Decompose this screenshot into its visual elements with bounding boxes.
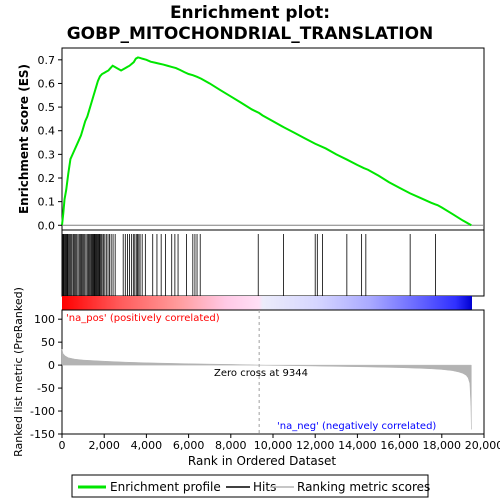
ranking-metric-area	[61, 348, 472, 430]
es-tick-label: 0.2	[38, 172, 56, 185]
x-tick-label: 6,000	[173, 439, 205, 452]
legend-hits-label: Hits	[253, 480, 276, 494]
metric-layer	[61, 310, 472, 434]
x-ticks: 0 2,000 4,000 6,000 8,000 10,000 12,000 14,000 1…	[59, 434, 500, 452]
es-tick-label: 0.3	[38, 148, 56, 161]
zero-cross-label: Zero cross at 9344	[214, 368, 308, 379]
hits-panel	[61, 229, 485, 297]
x-tick-label: 16,000	[380, 439, 419, 452]
neg-correlated-label: 'na_neg' (negatively correlated)	[277, 421, 436, 432]
x-tick-label: 20,000	[465, 439, 500, 452]
x-tick-label: 0	[59, 439, 66, 452]
x-tick-label: 18,000	[423, 439, 462, 452]
x-axis-label: Rank in Ordered Dataset	[188, 454, 336, 468]
x-tick-label: 8,000	[215, 439, 247, 452]
es-tick-label: 0.5	[38, 101, 56, 114]
metric-y-axis-label: Ranked list metric (PreRanked)	[12, 287, 25, 457]
enrichment-profile-line	[61, 56, 472, 227]
x-tick-label: 14,000	[338, 439, 377, 452]
enrichment-profile-layer	[61, 56, 472, 227]
es-tick-label: 0.7	[38, 54, 56, 67]
metric-tick-label: 100	[34, 313, 55, 326]
metric-tick-label: -150	[30, 428, 55, 441]
pos-correlated-label: 'na_pos' (positively correlated)	[66, 313, 220, 324]
metric-tick-label: 50	[41, 336, 55, 349]
legend-metric-label: Ranking metric scores	[297, 480, 430, 494]
es-y-axis-label: Enrichment score (ES)	[17, 64, 31, 214]
es-tick-label: 0.1	[38, 196, 56, 209]
chart-title-line1: Enrichment plot:	[170, 3, 330, 23]
x-tick-label: 4,000	[131, 439, 163, 452]
es-tick-label: 0.0	[38, 219, 56, 232]
hits-layer	[62, 234, 436, 296]
metric-y-ticks: 100 50 0 -50 -100 -150	[30, 313, 62, 441]
ranking-color-bar	[62, 296, 472, 310]
es-tick-label: 0.6	[38, 77, 56, 90]
legend-enrichment-label: Enrichment profile	[110, 480, 221, 494]
chart-title-line2: GOBP_MITOCHONDRIAL_TRANSLATION	[67, 24, 434, 44]
legend-box	[71, 474, 429, 498]
x-tick-label: 12,000	[296, 439, 335, 452]
es-tick-label: 0.4	[38, 125, 56, 138]
x-tick-label: 10,000	[254, 439, 293, 452]
metric-tick-label: 0	[48, 359, 55, 372]
metric-tick-label: -100	[30, 405, 55, 418]
es-y-ticks: 0.0 0.1 0.2 0.3 0.4 0.5 0.6 0.7	[38, 54, 62, 232]
metric-tick-label: -50	[37, 382, 55, 395]
es-panel	[61, 47, 485, 231]
x-tick-label: 2,000	[88, 439, 120, 452]
